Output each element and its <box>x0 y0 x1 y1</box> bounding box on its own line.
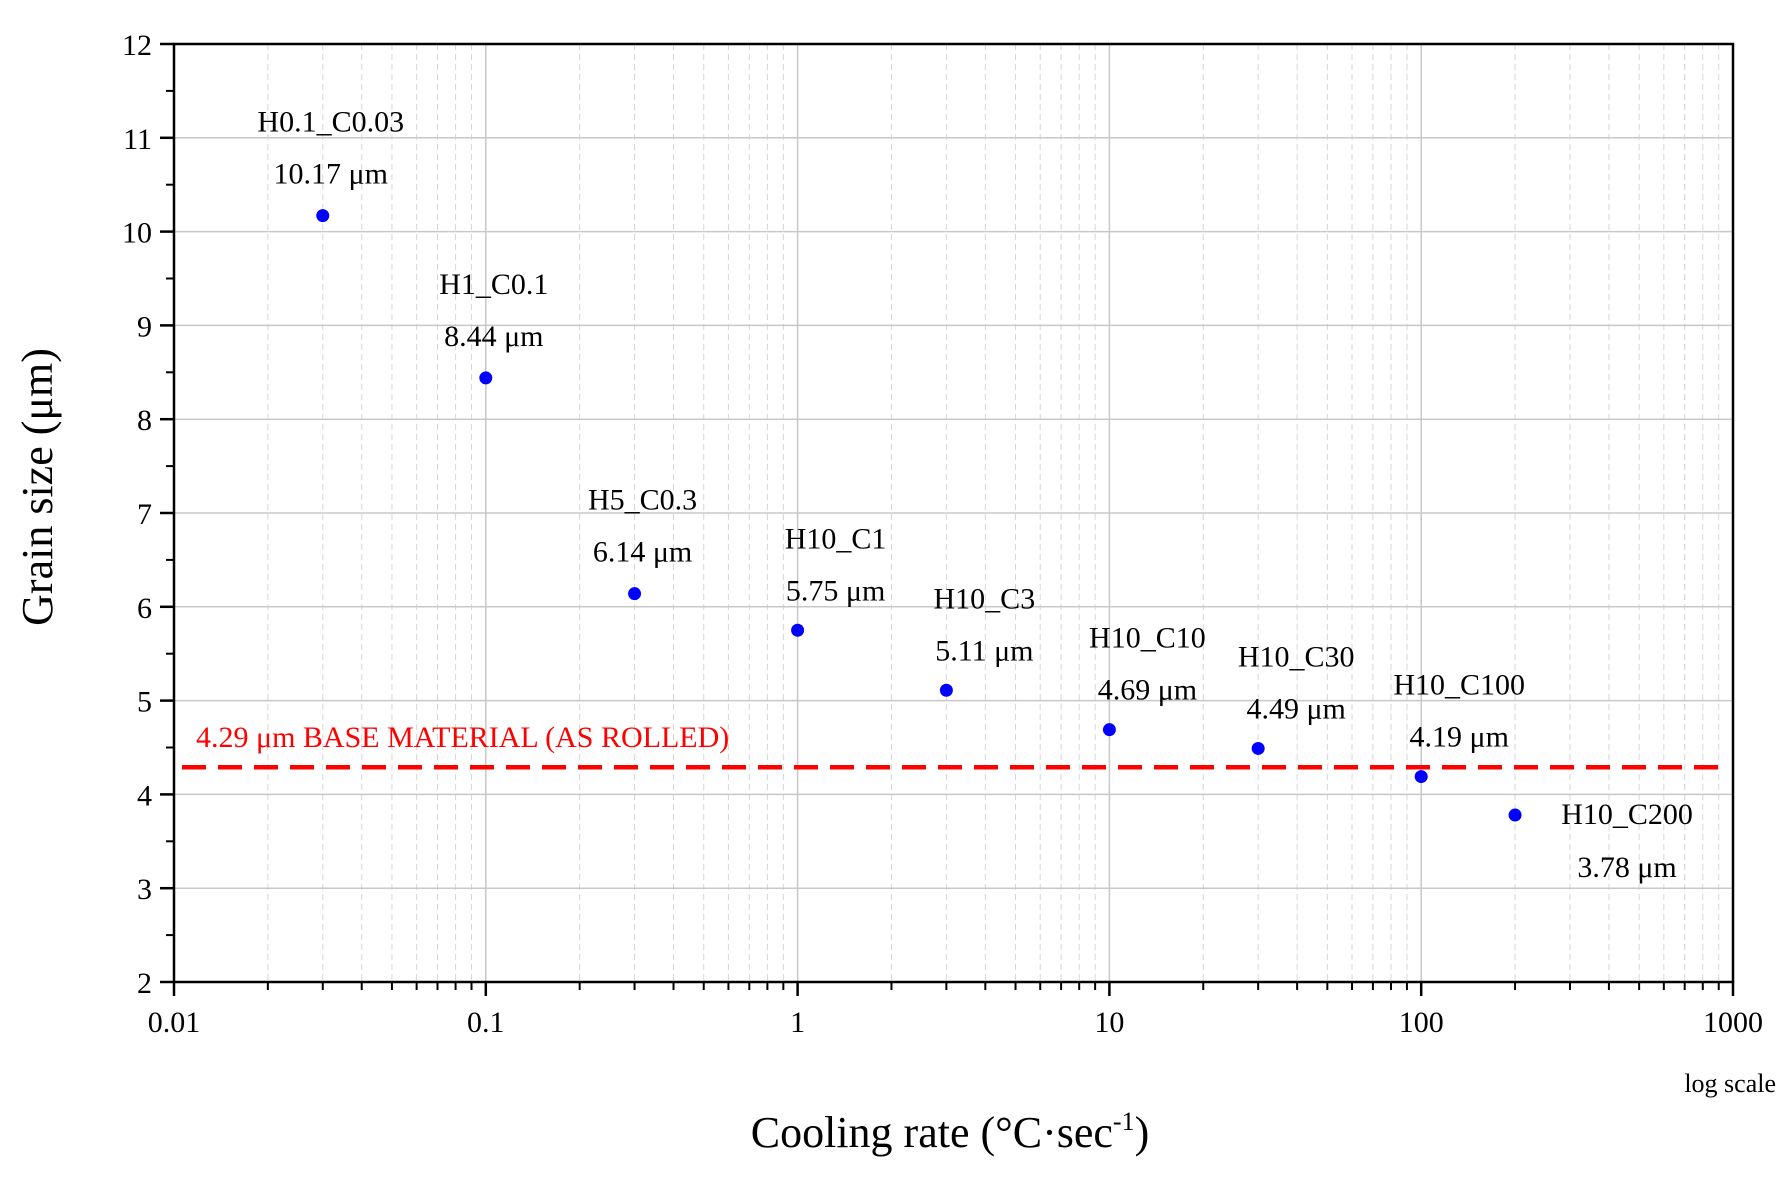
y-axis-title: Grain size (μm) <box>13 348 62 626</box>
grid <box>173 43 1734 983</box>
data-point <box>628 587 642 601</box>
data-point <box>316 209 330 223</box>
point-value-label: 3.78 μm <box>1577 851 1676 884</box>
data-point <box>1414 770 1428 784</box>
point-labels: H0.1_C0.03 10.17 μm H1_C0.1 8.44 μm H5_C0.3 6… <box>257 106 1692 884</box>
point-name-label: H10_C200 <box>1561 798 1693 831</box>
y-tick-label: 9 <box>137 310 152 343</box>
y-tick-label: 3 <box>137 873 152 906</box>
point-name-label: H1_C0.1 <box>439 268 548 301</box>
x-tick-label: 10 <box>1094 1006 1124 1039</box>
point-name-label: H0.1_C0.03 <box>257 106 404 139</box>
y-tick-label: 6 <box>137 592 152 625</box>
point-value-label: 8.44 μm <box>444 320 543 353</box>
x-tick-label: 0.1 <box>467 1006 505 1039</box>
point-value-label: 6.14 μm <box>593 536 692 569</box>
x-axis-title-close: ) <box>1135 1108 1150 1157</box>
y-tick-label: 12 <box>122 29 152 62</box>
data-point <box>939 683 953 697</box>
data-points <box>316 209 1522 822</box>
point-name-label: H10_C10 <box>1089 622 1206 655</box>
x-axis-title-superscript: -1 <box>1113 1107 1135 1136</box>
x-axis-title-main: Cooling rate (°C·sec <box>751 1108 1113 1157</box>
y-tick-label: 10 <box>122 217 152 250</box>
x-tick-label: 1000 <box>1703 1006 1763 1039</box>
data-point <box>791 623 805 637</box>
point-value-label: 5.11 μm <box>935 634 1033 667</box>
y-tick-label: 2 <box>137 967 152 1000</box>
y-tick-label: 7 <box>137 498 152 531</box>
point-name-label: H10_C30 <box>1238 640 1355 673</box>
x-scale-note: log scale <box>1684 1069 1776 1098</box>
y-tick-label: 8 <box>137 404 152 437</box>
point-value-label: 10.17 μm <box>274 158 388 191</box>
y-tick-label: 11 <box>123 123 152 156</box>
reference-line-label: 4.29 μm BASE MATERIAL (AS ROLLED) <box>196 721 729 754</box>
x-tick-label: 0.01 <box>148 1006 201 1039</box>
data-point <box>479 371 493 385</box>
point-value-label: 5.75 μm <box>786 574 885 607</box>
y-tick-label: 4 <box>137 779 152 812</box>
point-value-label: 4.69 μm <box>1098 674 1197 707</box>
point-value-label: 4.49 μm <box>1246 692 1345 725</box>
point-name-label: H10_C100 <box>1393 669 1525 702</box>
tick-labels: 2 3 4 5 6 7 8 9 10 11 12 0.01 0.1 1 10 100 1000 <box>122 29 1763 1039</box>
data-point <box>1102 723 1116 737</box>
data-point <box>1508 808 1522 822</box>
reference-line-group: 4.29 μm BASE MATERIAL (AS ROLLED) <box>182 721 1729 770</box>
point-name-label: H5_C0.3 <box>588 484 697 517</box>
x-tick-label: 100 <box>1399 1006 1444 1039</box>
point-name-label: H10_C1 <box>785 522 887 555</box>
x-tick-label: 1 <box>790 1006 805 1039</box>
axes <box>160 42 1735 996</box>
x-axis-title: Cooling rate (°C·sec-1) <box>751 1107 1150 1157</box>
data-point <box>1251 741 1265 755</box>
point-value-label: 4.19 μm <box>1409 721 1508 754</box>
y-tick-label: 5 <box>137 686 152 719</box>
point-name-label: H10_C3 <box>934 582 1036 615</box>
